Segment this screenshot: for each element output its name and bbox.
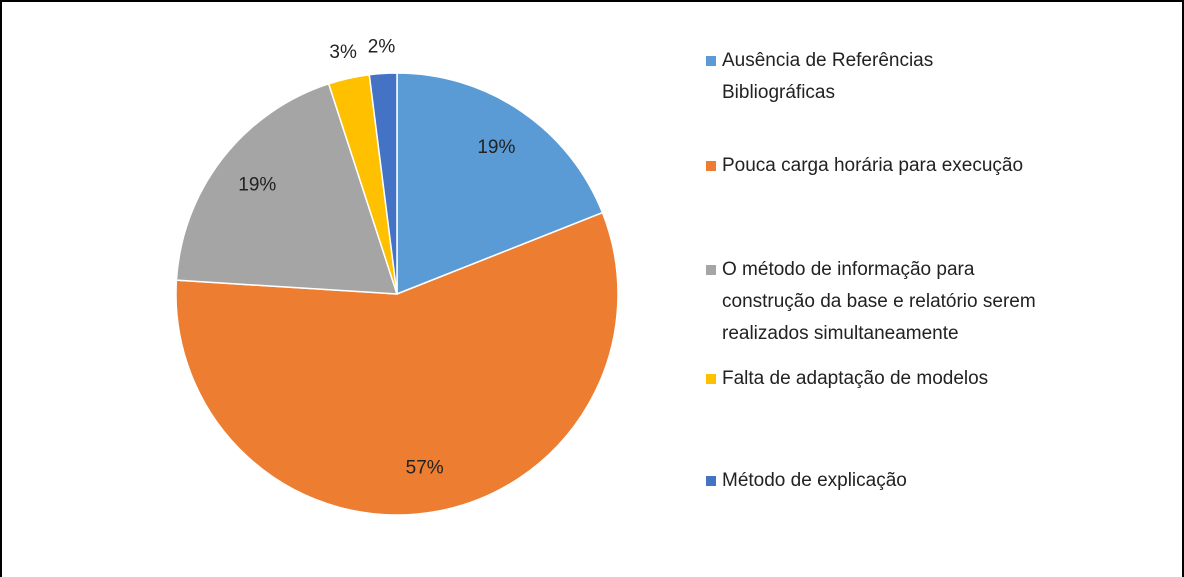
data-label: 57% [406,458,444,479]
pie-slice [175,82,399,295]
legend-label: O método de informação para construção d… [722,259,1036,344]
legend-item: Ausência de Referências Bibliográficas [706,45,1046,109]
pie-slice [396,72,604,296]
legend-swatch [706,476,716,486]
legend-swatch [706,374,716,384]
data-label: 19% [238,175,276,196]
legend-label: Ausência de Referências Bibliográficas [722,50,934,103]
pie-slice [368,72,398,295]
legend-label: Método de explicação [722,470,907,491]
data-label: 3% [329,42,357,63]
pie-slice [175,211,619,516]
legend-item: Falta de adaptação de modelos [706,363,988,395]
data-label: 19% [477,137,515,158]
legend-label: Falta de adaptação de modelos [722,368,989,389]
legend-swatch [706,265,716,275]
legend-item: O método de informação para construção d… [706,254,1046,350]
data-label: 2% [368,37,396,58]
legend-swatch [706,56,716,66]
legend-item: Método de explicação [706,465,907,497]
legend-swatch [706,161,716,171]
legend-item: Pouca carga horária para execução [706,150,1023,182]
legend-label: Pouca carga horária para execução [722,155,1024,176]
